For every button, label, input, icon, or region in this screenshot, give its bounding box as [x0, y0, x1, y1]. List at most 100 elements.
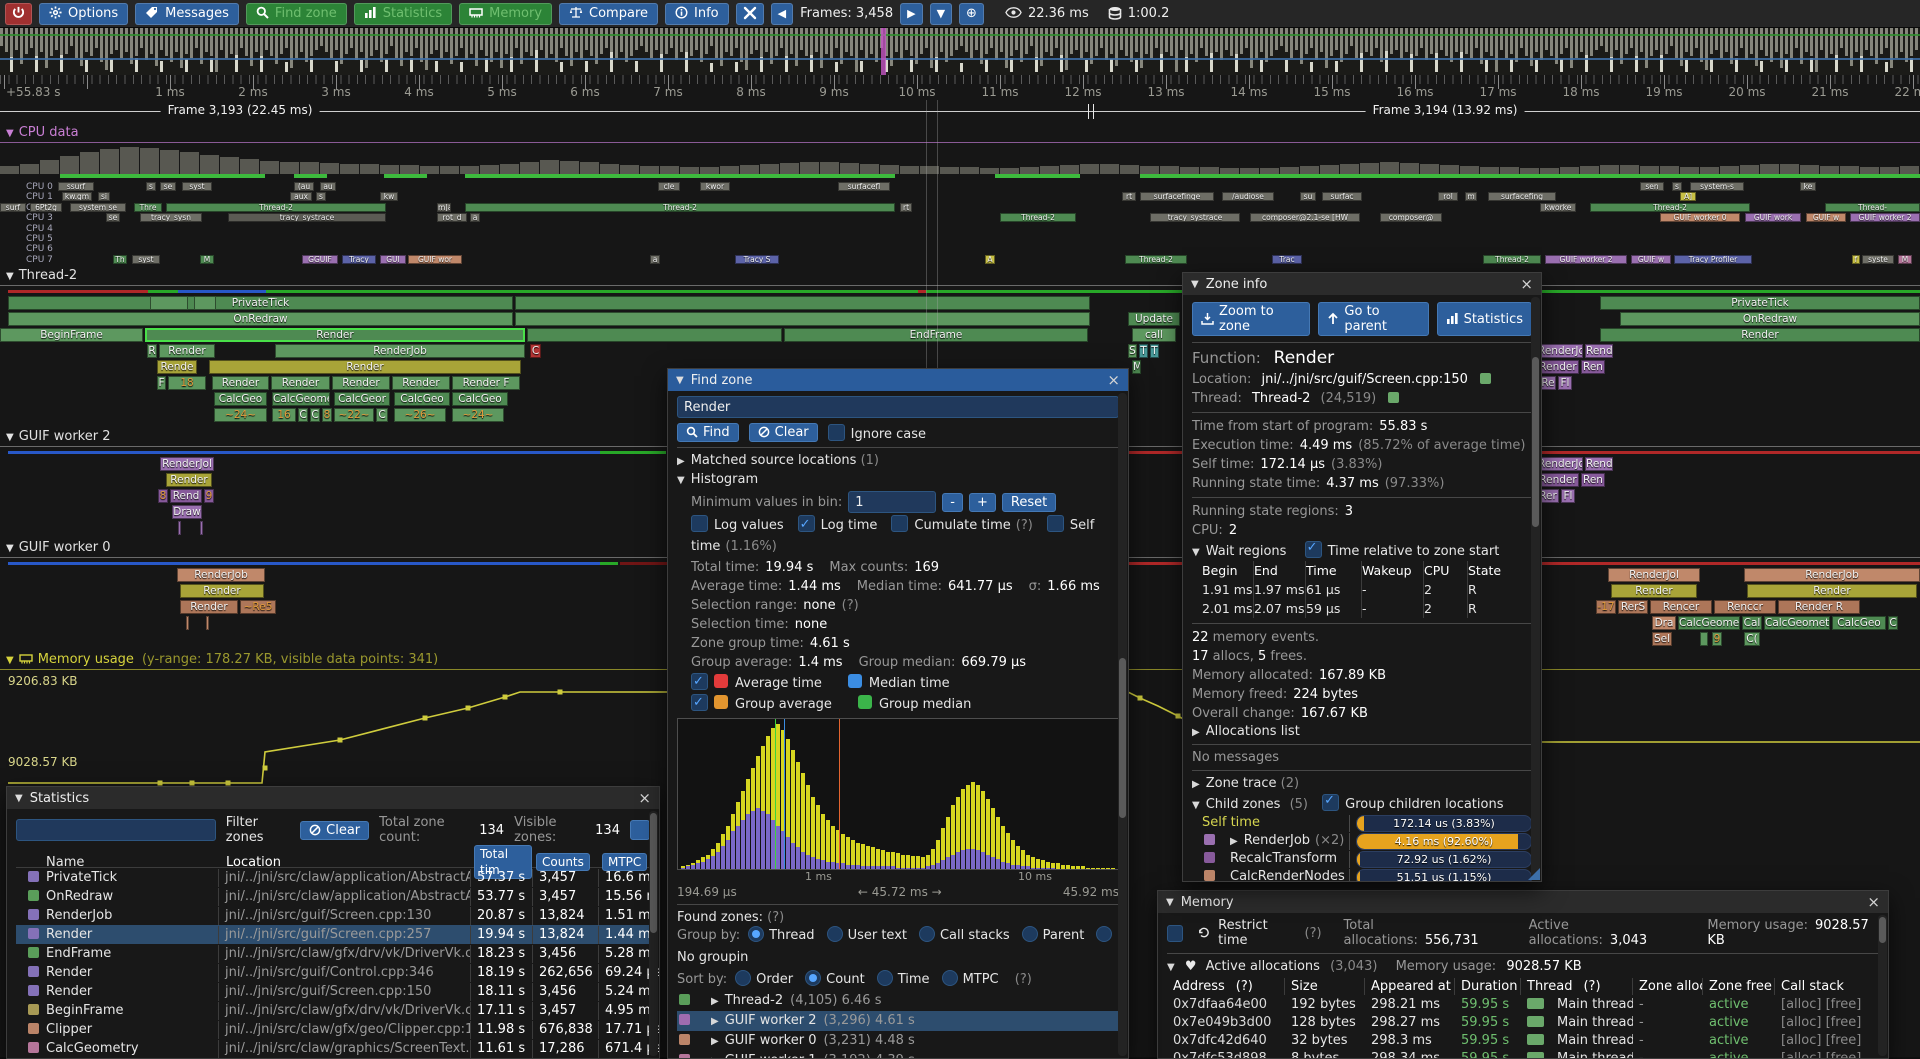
frame-bar[interactable]	[600, 28, 603, 54]
frame-bar[interactable]	[1535, 28, 1538, 52]
frame-bar[interactable]	[715, 28, 718, 58]
zone-render[interactable]: Render	[271, 376, 330, 390]
zone-surfacefing[interactable]: surfacefing	[1488, 192, 1556, 202]
frame-bar[interactable]	[830, 28, 833, 58]
frame-bar[interactable]	[460, 28, 463, 48]
zone-kworke[interactable]: kworke	[1540, 202, 1576, 212]
frame-bar[interactable]	[545, 28, 548, 58]
frame-bar[interactable]	[1485, 28, 1488, 52]
frame-bar[interactable]	[1350, 28, 1353, 46]
zone-16[interactable]: 16	[272, 408, 296, 422]
frame-bar[interactable]	[1910, 28, 1913, 56]
thread-color-swatch[interactable]	[1388, 392, 1400, 403]
frame-bar[interactable]	[875, 28, 878, 62]
frame-bar[interactable]	[1430, 28, 1433, 54]
frame-bar[interactable]	[1680, 28, 1683, 66]
zone-call[interactable]: call	[1132, 328, 1176, 342]
frame-bar[interactable]	[505, 28, 508, 54]
frame-bar[interactable]	[950, 28, 953, 56]
frame-bar[interactable]	[1520, 28, 1523, 48]
frame-bar[interactable]	[625, 28, 628, 62]
zone-thread-[interactable]: Thread-	[1825, 202, 1920, 212]
frame-bar[interactable]	[1885, 28, 1888, 48]
frame-bar[interactable]	[185, 28, 188, 54]
frame-bar[interactable]	[1090, 28, 1093, 64]
frame-bar[interactable]	[1245, 28, 1248, 48]
col-size[interactable]: Size	[1285, 977, 1365, 995]
toolbar-button-info[interactable]: Info	[665, 2, 729, 25]
zone-rende[interactable]: Rende	[157, 360, 197, 374]
frame-bar[interactable]	[690, 28, 693, 56]
thread-section-thread-2[interactable]: ▼ Thread-2	[6, 268, 78, 283]
zone-composer-[interactable]: composer@	[1380, 213, 1442, 223]
frame-bar[interactable]	[580, 28, 583, 60]
frame-bar[interactable]	[550, 28, 553, 54]
frame-bar[interactable]	[110, 59, 113, 72]
frame-bar[interactable]	[1530, 28, 1533, 66]
zone-f[interactable]: F	[157, 376, 166, 390]
frame-bar[interactable]	[1585, 55, 1588, 72]
zone-render[interactable]: Render	[180, 584, 264, 598]
zone-calcgeome[interactable]: CalcGeome	[272, 392, 330, 406]
frame-bar[interactable]	[990, 28, 993, 48]
frame-bar[interactable]	[1320, 28, 1323, 52]
frame-bar[interactable]	[615, 28, 618, 58]
frame-bar[interactable]	[290, 28, 293, 68]
allocation-row[interactable]: 0x7dfaa64e00 192 bytes 298.21 ms 59.95 s Mai…	[1173, 996, 1862, 1012]
zone-render-r[interactable]: Render R	[1778, 600, 1860, 614]
frame-label[interactable]: Frame 3,194 (13.92 ms)	[1365, 103, 1525, 117]
zone-guif-wor[interactable]: GUIF wor	[408, 254, 462, 264]
frame-bar[interactable]	[1125, 28, 1128, 56]
frame-bar[interactable]	[25, 28, 28, 54]
frame-bar[interactable]	[1825, 28, 1828, 58]
frame-bar[interactable]	[15, 28, 18, 50]
frame-bar[interactable]	[1205, 28, 1208, 56]
zone-render[interactable]: Render	[209, 360, 521, 374]
zone-a-[interactable]: A]	[1680, 192, 1696, 202]
frame-bar[interactable]	[1445, 28, 1448, 56]
zone-kw-gm[interactable]: kw.gm	[62, 192, 92, 202]
frame-overview-strip[interactable]	[0, 28, 1920, 75]
frame-bar[interactable]	[1845, 28, 1848, 56]
zone-calcgeome[interactable]: CalcGeome	[1678, 616, 1740, 630]
zone--au[interactable]: (au	[294, 182, 314, 191]
frame-bar[interactable]	[435, 61, 438, 72]
frame-bar[interactable]	[810, 55, 813, 72]
frame-bar[interactable]	[345, 28, 348, 54]
frame-bar[interactable]	[1610, 28, 1613, 58]
frame-bar[interactable]	[360, 60, 363, 72]
frame-bar[interactable]	[1515, 28, 1518, 62]
frame-bar[interactable]	[235, 55, 238, 72]
statistics-window[interactable]: ▼ Statistics × Filter zones Clear Total …	[6, 786, 660, 1059]
frame-bar[interactable]	[1775, 28, 1778, 52]
frame-bar[interactable]	[1470, 28, 1473, 58]
frame-bar[interactable]	[635, 61, 638, 72]
frame-bar[interactable]	[1760, 61, 1763, 72]
zone-sen[interactable]: sen	[1640, 182, 1664, 191]
frame-bar[interactable]	[1850, 28, 1853, 66]
frame-bar[interactable]	[260, 28, 263, 60]
zone-renderjob[interactable]: RenderJob	[177, 568, 265, 582]
frame-bar[interactable]	[120, 28, 123, 58]
frame-dropdown-button[interactable]: ▼	[929, 2, 953, 25]
col-thread[interactable]: Thread (?)	[1521, 977, 1633, 995]
frame-bar[interactable]	[630, 28, 633, 56]
frame-bar[interactable]	[1265, 28, 1268, 62]
frame-bar[interactable]	[1490, 28, 1493, 56]
zone-render-f[interactable]: Render F	[452, 376, 520, 390]
frame-bar[interactable]	[1655, 28, 1658, 50]
frame-bar[interactable]	[480, 28, 483, 50]
frame-bar[interactable]	[940, 28, 943, 52]
frame-bar[interactable]	[1400, 28, 1403, 58]
frame-bar[interactable]	[865, 28, 868, 58]
frame-bar[interactable]	[985, 59, 988, 72]
zone-c[interactable]: C	[376, 408, 388, 422]
frame-bar[interactable]	[1325, 28, 1328, 68]
frame-bar[interactable]	[995, 28, 998, 60]
frame-bar[interactable]	[895, 28, 898, 52]
frame-bar[interactable]	[910, 28, 913, 56]
frame-bar[interactable]	[1555, 28, 1558, 64]
frame-bar[interactable]	[265, 28, 268, 50]
frame-bar[interactable]	[785, 56, 788, 72]
zone-render[interactable]: Render	[1747, 584, 1917, 598]
